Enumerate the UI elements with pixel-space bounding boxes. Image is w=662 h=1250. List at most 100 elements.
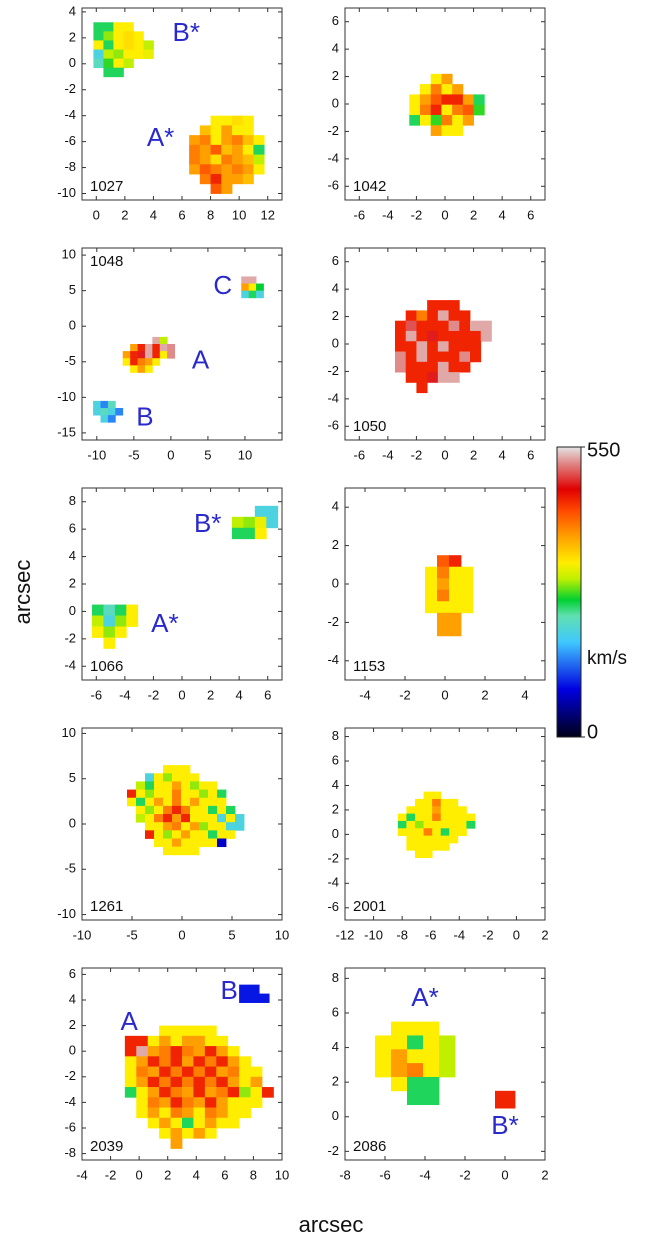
velocity-pixel [462,114,474,126]
velocity-pixel [459,320,471,332]
x-tick-label: 2 [541,927,548,942]
velocity-pixel [136,781,146,790]
y-tick-label: 4 [332,499,339,514]
velocity-pixel [170,1056,183,1067]
velocity-pixel [415,850,424,859]
panel-id: 1050 [353,418,386,435]
component-label: A [192,345,210,375]
velocity-pixel [199,830,209,839]
velocity-pixel [145,789,155,799]
velocity-pixel [204,1128,217,1139]
velocity-pixel [159,1097,171,1108]
velocity-pixel [114,615,127,627]
velocity-pixel [407,1063,424,1078]
velocity-pixel [415,813,424,822]
velocity-pixel [242,135,254,146]
y-tick-label: 6 [69,966,76,981]
velocity-pixel [420,114,432,126]
velocity-pixel [193,1076,206,1088]
x-tick-label: -8 [339,1167,351,1182]
x-tick-label: -4 [359,687,371,702]
velocity-pixel [208,814,218,823]
x-tick-label: 2 [207,687,214,702]
velocity-pixel [423,835,433,844]
velocity-pixel [406,806,416,815]
velocity-pixel [440,828,450,837]
velocity-pixel [204,1087,217,1098]
velocity-pixel [427,372,439,383]
velocity-pixel [449,555,462,568]
velocity-pixel [181,830,191,839]
x-tick-label: 5 [204,447,211,462]
x-tick-label: 6 [221,1167,228,1182]
velocity-pixel [107,415,116,423]
component-label: A* [147,122,174,152]
x-tick-label: 6 [178,207,185,222]
velocity-pixel [154,789,164,799]
velocity-pixel [126,615,139,627]
velocity-pixel [136,797,146,807]
velocity-pixel [193,1056,206,1067]
velocity-pixel [114,626,127,638]
panel: -8 -6 -4 -2 0 2 -2 0 2 4 6 8 2086 A* B* [327,967,549,1182]
velocity-pixel [103,626,116,638]
velocity-pixel [100,408,109,416]
velocity-pixel [256,290,264,299]
panel: -6 -4 -2 0 2 4 6 -6 -4 -2 0 2 4 6 1042 [327,7,546,222]
velocity-pixel [172,789,182,799]
velocity-pixel [232,516,244,529]
y-tick-label: -2 [327,123,339,138]
y-tick-label: -2 [64,81,76,96]
velocity-pixel [448,300,460,311]
velocity-pixel [391,1049,408,1064]
velocity-pixel [190,822,200,831]
velocity-pixel [159,1076,171,1088]
y-tick-label: 2 [332,537,339,552]
velocity-pixel [199,174,211,185]
velocity-pixel [145,781,155,790]
velocity-pixel [423,1076,440,1092]
velocity-pixel [216,1117,229,1129]
velocity-pixel [163,797,173,807]
velocity-pixel [93,31,104,41]
velocity-pixel [480,320,492,332]
x-tick-label: 10 [275,927,289,942]
velocity-pixel [221,135,233,146]
velocity-pixel [159,1087,171,1098]
velocity-pixel [405,372,417,383]
velocity-pixel [441,125,453,136]
y-tick-label: -5 [64,861,76,876]
velocity-pixel [432,813,442,822]
velocity-pixel [182,1056,194,1067]
panel: -6 -4 -2 0 2 4 6 -4 -2 0 2 4 6 8 1066 B* A* [64,487,283,702]
x-tick-label: -5 [128,447,140,462]
velocity-pixel [253,154,265,165]
y-tick-label: -2 [327,1143,339,1158]
velocity-pixel [432,820,442,829]
velocity-pixel [144,358,153,366]
velocity-pixel [92,615,104,627]
velocity-pixel [242,154,254,165]
velocity-pixel [232,125,244,136]
velocity-pixel [227,1097,240,1108]
velocity-pixel [147,1056,160,1067]
velocity-pixel [123,22,134,32]
velocity-pixel [416,372,428,383]
velocity-pixel [172,765,182,774]
velocity-pixel [189,164,201,175]
velocity-pixel [227,1046,240,1057]
velocity-pixel [181,765,191,774]
velocity-pixel [93,58,104,69]
y-tick-label: -10 [57,906,76,921]
velocity-pixel [420,94,432,106]
velocity-pixel [241,290,250,299]
y-tick-label: -6 [64,133,76,148]
colorbar-label: km/s [587,648,627,669]
velocity-pixel [416,320,428,332]
x-tick-label: -2 [482,927,494,942]
component-label: B* [194,508,221,538]
velocity-pixel [144,351,153,359]
velocity-pixel [416,330,428,342]
velocity-pixel [190,805,200,815]
velocity-pixel [470,351,482,363]
